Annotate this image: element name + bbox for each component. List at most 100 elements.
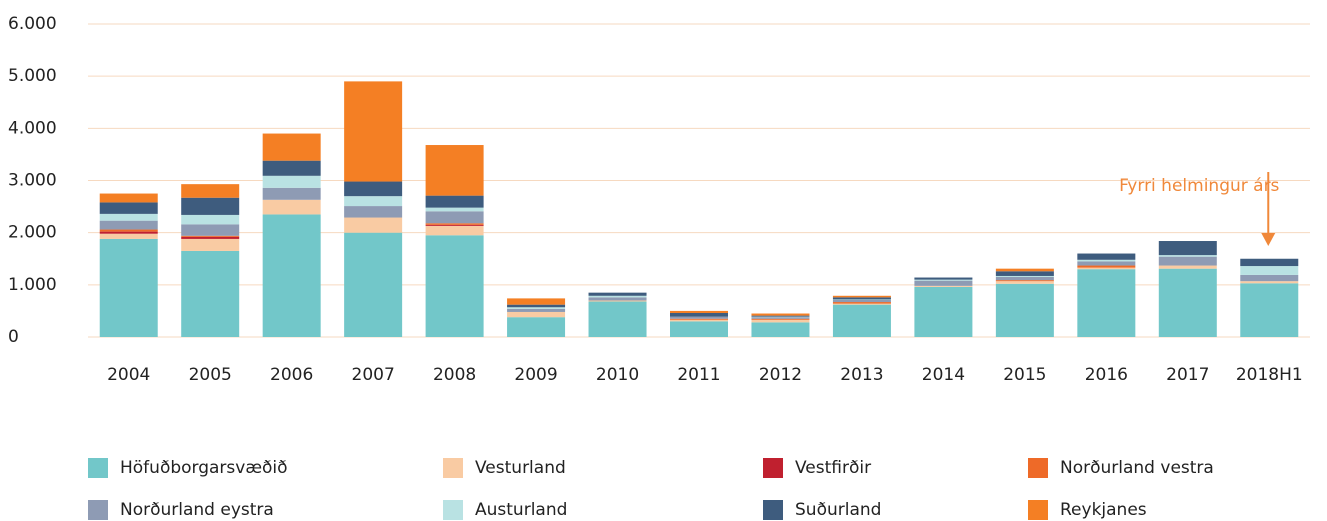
y-tick-label: 2.000	[8, 223, 57, 243]
bar-segment	[670, 318, 728, 320]
bar-segment	[1240, 258, 1299, 267]
bar-segment	[1077, 267, 1136, 270]
bar-segment	[1240, 274, 1299, 282]
bar-segment	[99, 229, 158, 232]
bar-segment	[1158, 255, 1217, 257]
y-tick-label: 0	[8, 327, 19, 347]
bar-segment	[751, 313, 810, 316]
bar-segment	[995, 283, 1054, 337]
bar-segment	[670, 316, 728, 319]
bar-segment	[425, 195, 484, 208]
x-tick-label: 2006	[270, 365, 313, 385]
bar-segment	[99, 238, 158, 337]
legend-label: Suðurland	[795, 500, 881, 520]
x-tick-label: 2011	[677, 365, 720, 385]
bar-segment	[995, 277, 1054, 281]
legend-swatch	[763, 458, 783, 478]
bar-segment	[588, 292, 647, 296]
bar-segment	[99, 231, 158, 234]
legend-label: Höfuðborgarsvæðið	[120, 458, 288, 478]
x-tick-label: 2016	[1085, 365, 1128, 385]
bar-segment	[1077, 269, 1136, 337]
legend-label: Norðurland eystra	[120, 500, 274, 520]
bar-segment	[425, 225, 484, 236]
bar-segment	[1077, 261, 1136, 266]
bar-segment	[425, 211, 484, 224]
x-tick-label: 2009	[514, 365, 557, 385]
bar-segment	[832, 295, 891, 298]
x-tick-label: 2012	[759, 365, 802, 385]
bar-segment	[914, 279, 973, 281]
bar-segment	[181, 214, 240, 225]
legend-swatch	[443, 500, 463, 520]
x-tick-label: 2008	[433, 365, 476, 385]
bar-segment	[181, 184, 240, 198]
bar-segment	[914, 280, 973, 286]
bar-segment	[262, 133, 321, 161]
bar-segment	[670, 319, 728, 322]
bar-segment	[914, 286, 973, 337]
bar-segment	[1158, 256, 1217, 266]
bar-segment	[344, 181, 403, 197]
legend-label: Norðurland vestra	[1060, 458, 1214, 478]
bar-segment	[99, 202, 158, 214]
legend-label: Austurland	[475, 500, 567, 520]
x-tick-label: 2004	[107, 365, 150, 385]
bar-segment	[1240, 281, 1299, 284]
bar-segment	[751, 319, 810, 323]
bar-segment	[751, 318, 810, 320]
bar-segment	[262, 175, 321, 188]
x-tick-label: 2010	[596, 365, 639, 385]
legend-label: Vesturland	[475, 458, 566, 478]
bar-segment	[588, 297, 647, 301]
bar-segment	[1158, 268, 1217, 337]
bar-segment	[181, 236, 240, 239]
legend-label: Vestfirðir	[795, 458, 871, 478]
bar-segment	[751, 315, 810, 317]
bar-segment	[1158, 265, 1217, 269]
bar-segment	[99, 220, 158, 230]
bar-segment	[751, 317, 810, 319]
bar-segment	[425, 235, 484, 337]
legend-swatch	[763, 500, 783, 520]
bar-segment	[507, 298, 566, 305]
x-tick-label: 2018H1	[1236, 365, 1303, 385]
bar-segment	[1077, 259, 1136, 262]
bar-segment	[914, 277, 973, 280]
bar-segment	[670, 310, 728, 314]
bar-segment	[507, 304, 566, 308]
bar-segment	[832, 303, 891, 305]
bar-segment	[670, 321, 728, 337]
bar-segment	[1077, 253, 1136, 260]
bar-segment	[995, 280, 1054, 282]
y-tick-label: 4.000	[8, 118, 57, 138]
x-tick-label: 2017	[1166, 365, 1209, 385]
bar-segment	[670, 313, 728, 317]
bar-segment	[1240, 266, 1299, 275]
bar-segment	[99, 193, 158, 203]
x-tick-label: 2005	[189, 365, 232, 385]
y-tick-label: 1.000	[8, 275, 57, 295]
bar-segment	[588, 301, 647, 337]
bar-segment	[914, 285, 973, 287]
bar-segment	[995, 281, 1054, 284]
bar-segment	[425, 224, 484, 226]
bar-segment	[751, 316, 810, 318]
bar-segment	[751, 322, 810, 337]
bar-segment	[1158, 241, 1217, 256]
x-tick-label: 2015	[1003, 365, 1046, 385]
legend-swatch	[88, 500, 108, 520]
bar-segment	[425, 223, 484, 225]
legend-swatch	[1028, 458, 1048, 478]
bar-segment	[181, 224, 240, 236]
bar-segment	[344, 196, 403, 207]
bar-segment	[181, 235, 240, 237]
bar-segment	[262, 187, 321, 200]
annotation: Fyrri helmingur árs	[1119, 176, 1279, 196]
bar-segment	[995, 271, 1054, 276]
bar-segment	[588, 300, 647, 302]
annotation-arrowhead	[1261, 233, 1276, 246]
y-tick-label: 5.000	[8, 66, 57, 86]
bar-segment	[1240, 283, 1299, 337]
